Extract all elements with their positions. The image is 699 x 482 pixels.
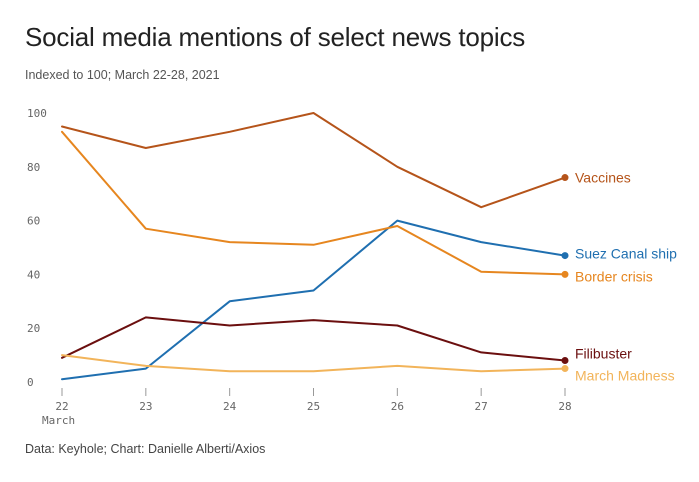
series-label-march-madness: March Madness [575,368,675,384]
series-endpoint-suez-canal-ship [561,252,569,260]
x-tick-label: 24 [223,400,237,413]
x-tick-label: 22 [55,400,68,413]
x-tick-label: 26 [391,400,404,413]
chart-subtitle: Indexed to 100; March 22-28, 2021 [25,68,220,82]
x-axis-month-label: March [42,414,75,427]
x-tick-label: 28 [558,400,571,413]
axis-layer: 0 20 40 60 80 100 22 23 24 25 26 27 28 March [27,107,572,427]
y-tick-label: 60 [27,215,40,228]
y-tick-label: 80 [27,161,40,174]
series-endpoint-march-madness [561,365,569,373]
series-label-vaccines: Vaccines [575,170,631,186]
series-line-border-crisis [61,130,566,276]
series-line-march-madness [61,354,566,373]
x-tick-label: 25 [307,400,320,413]
series-label-border-crisis: Border crisis [575,268,653,284]
chart-title: Social media mentions of select news top… [25,22,526,52]
series-line-vaccines [61,112,566,209]
series-endpoint-vaccines [561,174,569,182]
series-line-suez-canal-ship [61,219,566,381]
series-endpoint-border-crisis [561,270,569,278]
series-label-filibuster: Filibuster [575,345,632,361]
x-tick-label: 23 [139,400,152,413]
series-labels: Vaccines Suez Canal ship Border crisis Fili… [575,170,677,384]
chart-source-note: Data: Keyhole; Chart: Danielle Alberti/A… [25,442,266,456]
series-endpoint-filibuster [561,356,569,364]
series-line-filibuster [61,316,566,362]
y-tick-label: 40 [27,268,40,281]
y-tick-label: 20 [27,322,40,335]
series-label-suez-canal-ship: Suez Canal ship [575,246,677,262]
y-tick-label: 100 [27,107,47,120]
y-tick-label: 0 [27,376,34,389]
x-tick-label: 27 [475,400,488,413]
series-lines [61,112,569,381]
